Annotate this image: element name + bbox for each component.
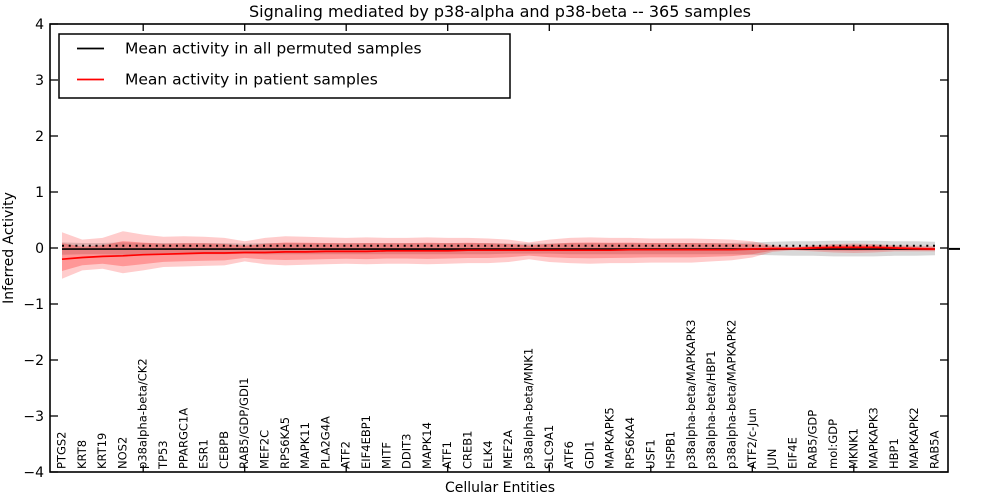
x-category-label: PTGS2 bbox=[55, 432, 69, 470]
y-tick-label: 4 bbox=[35, 17, 44, 33]
y-tick-label: −4 bbox=[23, 465, 44, 481]
x-category-label: DDIT3 bbox=[400, 434, 414, 469]
legend: Mean activity in all permuted samples Me… bbox=[58, 33, 511, 99]
x-category-label: KRT8 bbox=[75, 440, 89, 469]
x-category-label: ESR1 bbox=[197, 439, 211, 469]
x-axis-label: Cellular Entities bbox=[445, 480, 555, 496]
x-category-label: ATF1 bbox=[440, 441, 454, 469]
plot-area: 4 3 2 1 0 −1 −2 −3 −4 PTGS2 KRT8 KRT19 NOS2 p38alpha-… bbox=[23, 17, 948, 481]
x-category-label: p38alpha-beta/HBP1 bbox=[704, 350, 718, 469]
x-category-label: RPS6KA5 bbox=[278, 417, 292, 469]
legend-box bbox=[58, 33, 511, 99]
x-category-label: JUN bbox=[765, 449, 779, 470]
x-category-label: TP53 bbox=[156, 440, 170, 470]
y-tick-label: −3 bbox=[23, 409, 44, 425]
y-tick-label: −1 bbox=[23, 297, 44, 313]
x-category-label: ATF2 bbox=[339, 441, 353, 469]
x-category-label: CEBPB bbox=[217, 431, 231, 469]
legend-label-patient: Mean activity in patient samples bbox=[125, 71, 378, 89]
x-category-label: EIF4E bbox=[785, 437, 799, 469]
plot-frame bbox=[49, 23, 949, 473]
x-category-label: PPARGC1A bbox=[176, 408, 190, 469]
x-category-label: MAPKAPK3 bbox=[867, 407, 881, 469]
x-category-label: MAPKAPK2 bbox=[907, 407, 921, 469]
x-category-label: SLC9A1 bbox=[542, 425, 556, 469]
x-category-label: USF1 bbox=[643, 439, 657, 469]
x-category-label: RAB5/GDP/GDI1 bbox=[237, 377, 251, 469]
x-category-label: KRT19 bbox=[95, 433, 109, 469]
x-category-label: p38alpha-beta/MAPKAPK3 bbox=[684, 320, 698, 470]
y-tick-label: 0 bbox=[35, 241, 44, 257]
x-category-label: PLA2G4A bbox=[318, 416, 332, 469]
y-tick-label: 3 bbox=[35, 73, 44, 89]
x-category-label: ATF2/c-Jun bbox=[745, 408, 759, 469]
x-category-label: CREB1 bbox=[461, 431, 475, 470]
x-category-label: ELK4 bbox=[481, 440, 495, 469]
x-category-label: ATF6 bbox=[562, 441, 576, 469]
x-category-label: MEF2A bbox=[501, 430, 515, 469]
y-tick-label: 2 bbox=[35, 129, 44, 145]
y-axis-label: Inferred Activity bbox=[1, 192, 17, 304]
patient-std-band bbox=[62, 231, 935, 279]
y-tick-label: 1 bbox=[35, 185, 44, 201]
x-category-label: p38alpha-beta/CK2 bbox=[136, 358, 150, 469]
legend-label-permuted: Mean activity in all permuted samples bbox=[125, 40, 422, 58]
x-category-label: MEF2C bbox=[258, 430, 272, 469]
x-category-label: p38alpha-beta/MAPKAPK2 bbox=[725, 320, 739, 470]
x-category-label: RAB5/GDP bbox=[806, 410, 820, 469]
chart-title: Signaling mediated by p38-alpha and p38-… bbox=[249, 2, 751, 21]
x-category-label: RPS6KA4 bbox=[623, 417, 637, 469]
x-category-label: MAPK11 bbox=[298, 422, 312, 469]
y-tick-label: −2 bbox=[23, 353, 44, 369]
x-category-label: mol:GDP bbox=[826, 419, 840, 469]
x-category-label: GDI1 bbox=[582, 441, 596, 469]
x-category-label: MKNK1 bbox=[846, 428, 860, 469]
x-category-label: MAPKAPK5 bbox=[603, 407, 617, 469]
x-category-label: p38alpha-beta/MNK1 bbox=[522, 348, 536, 469]
x-category-label: EIF4EBP1 bbox=[359, 415, 373, 469]
patient-mean-line bbox=[61, 246, 936, 261]
x-category-label: HBP1 bbox=[887, 438, 901, 469]
x-category-label: RAB5A bbox=[928, 430, 942, 469]
x-category-label: MITF bbox=[379, 442, 393, 469]
x-category-label: HSPB1 bbox=[664, 431, 678, 469]
x-category-label: MAPK14 bbox=[420, 422, 434, 469]
x-category-label: NOS2 bbox=[115, 437, 129, 469]
